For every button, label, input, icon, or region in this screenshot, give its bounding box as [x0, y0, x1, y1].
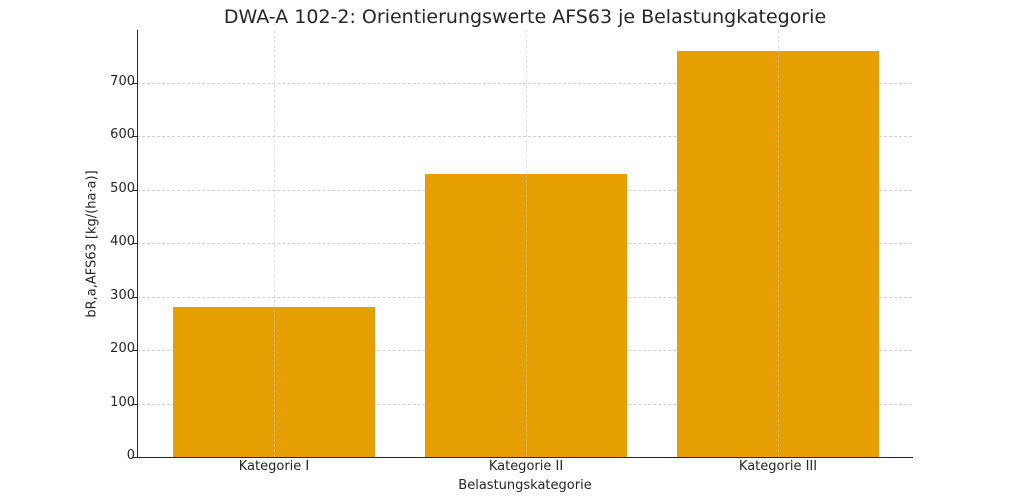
x-tick-label: Kategorie II — [488, 459, 564, 474]
grid-line-vertical — [526, 30, 527, 457]
grid-line-vertical — [778, 30, 779, 457]
y-tick-mark — [132, 350, 137, 352]
x-tick-label: Kategorie I — [238, 459, 310, 474]
y-tick-label: 100 — [110, 394, 135, 410]
y-tick-mark — [132, 189, 137, 191]
y-tick-label: 0 — [126, 448, 135, 463]
x-axis-line — [137, 457, 913, 458]
y-tick-label: 700 — [110, 74, 135, 89]
y-tick-label: 300 — [110, 287, 135, 303]
x-tick-label: Kategorie III — [738, 459, 818, 474]
grid-line-vertical — [274, 30, 275, 457]
y-tick-mark — [132, 457, 137, 458]
y-tick-label: 400 — [110, 234, 135, 250]
y-tick-label: 600 — [110, 127, 135, 143]
grid-line-horizontal — [137, 136, 912, 138]
y-tick-label: 500 — [110, 180, 135, 196]
grid-line-horizontal — [137, 83, 912, 84]
x-axis-label: Belastungskategorie — [458, 478, 592, 493]
chart-title: DWA-A 102-2: Orientierungswerte AFS63 je… — [223, 6, 827, 28]
y-tick-mark — [132, 136, 137, 138]
y-tick-mark — [132, 243, 137, 245]
y-tick-mark — [132, 403, 137, 405]
y-tick-label: 200 — [110, 341, 135, 357]
y-axis-line — [137, 30, 138, 458]
y-tick-mark — [132, 296, 137, 298]
y-tick-mark — [132, 83, 137, 84]
plot-area — [137, 30, 912, 457]
